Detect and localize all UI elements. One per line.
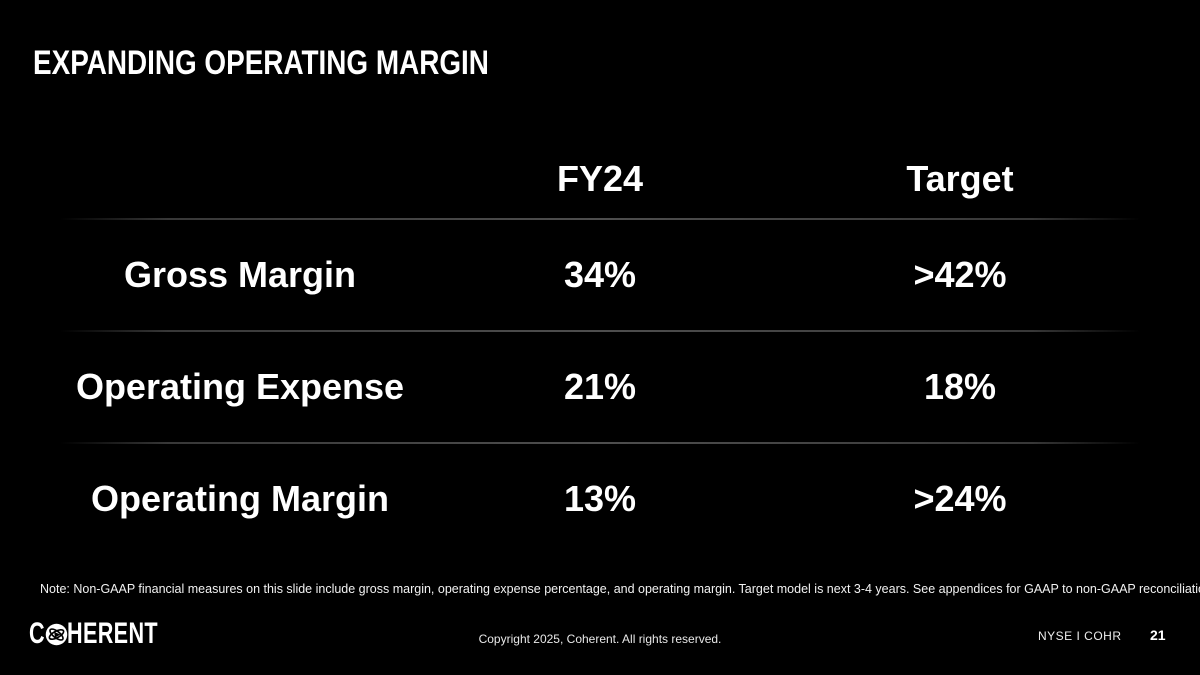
stock-ticker: NYSE I COHR	[1038, 629, 1122, 643]
copyright-text: Copyright 2025, Coherent. All rights res…	[478, 632, 722, 646]
operating-margin-table: FY24 Target Gross Margin 34% >42% Operat…	[60, 140, 1140, 554]
row-fy24-value: 21%	[563, 366, 637, 407]
logo-letters-herent: HERENT	[66, 617, 158, 650]
row-label: Operating Margin	[90, 478, 390, 519]
row-label: Operating Expense	[75, 366, 405, 407]
row-label: Gross Margin	[123, 254, 357, 295]
table-row-operating-expense: Operating Expense 21% 18%	[60, 332, 1140, 442]
header-target: Target	[906, 158, 1014, 199]
divider-line	[60, 218, 1140, 220]
coherent-globe-icon	[45, 623, 68, 646]
coherent-logo: C HERENT	[29, 617, 193, 651]
row-fy24-value: 34%	[563, 254, 637, 295]
page-number: 21	[1150, 627, 1166, 643]
header-fy24: FY24	[556, 158, 644, 199]
non-gaap-footnote: Note: Non-GAAP financial measures on thi…	[40, 582, 1200, 596]
table-row-operating-margin: Operating Margin 13% >24%	[60, 444, 1140, 554]
row-target-value: >42%	[913, 254, 1007, 295]
row-target-value: >24%	[913, 478, 1007, 519]
logo-letter-c: C	[29, 617, 45, 650]
row-fy24-value: 13%	[563, 478, 637, 519]
row-target-value: 18%	[923, 366, 997, 407]
divider-line	[60, 330, 1140, 332]
divider-line	[60, 442, 1140, 444]
slide-title: EXPANDING OPERATING MARGIN	[33, 44, 489, 82]
table-header-row: FY24 Target	[60, 140, 1140, 218]
table-row-gross-margin: Gross Margin 34% >42%	[60, 220, 1140, 330]
